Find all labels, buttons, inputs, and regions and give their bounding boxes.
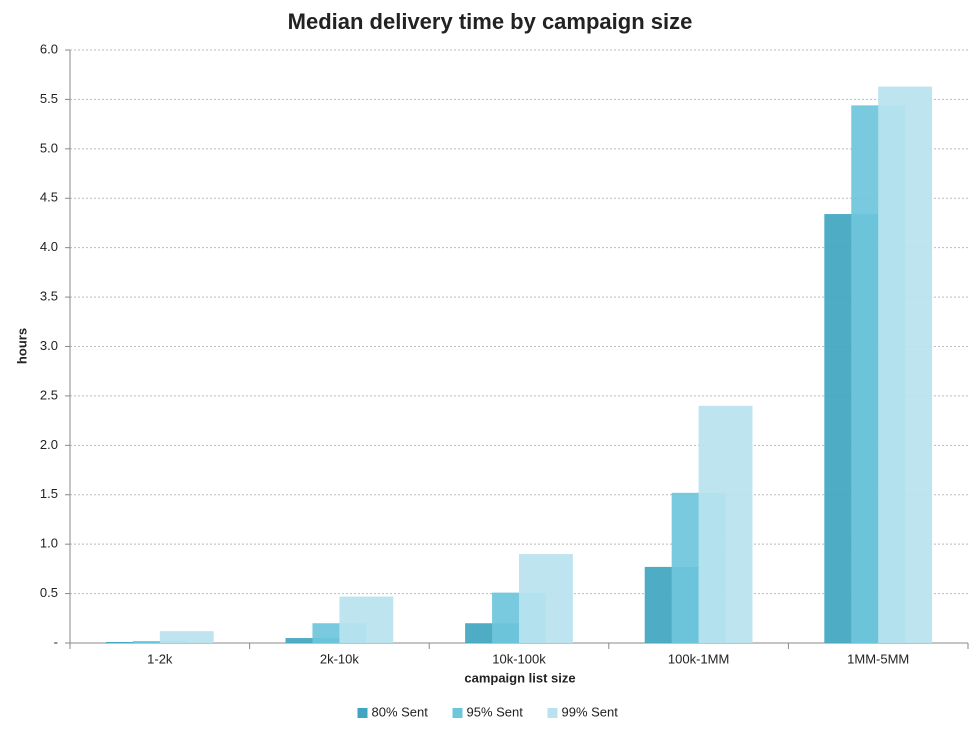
y-tick-label: 5.0 bbox=[40, 140, 58, 155]
y-tick-label: 3.0 bbox=[40, 338, 58, 353]
y-tick-label: 5.5 bbox=[40, 91, 58, 106]
legend-swatch bbox=[452, 708, 463, 718]
y-tick-label: 2.0 bbox=[40, 437, 58, 452]
y-tick-label: 0.5 bbox=[40, 585, 58, 600]
y-tick-label: 3.5 bbox=[40, 289, 58, 304]
x-tick-label: 10k-100k bbox=[492, 651, 546, 666]
bar bbox=[339, 596, 394, 643]
bar bbox=[159, 631, 214, 643]
legend-swatch bbox=[357, 708, 368, 718]
chart-title: Median delivery time by campaign size bbox=[288, 9, 693, 34]
legend-label: 99% Sent bbox=[562, 704, 619, 719]
y-tick-label: - bbox=[54, 634, 58, 649]
x-tick-label: 1MM-5MM bbox=[847, 651, 909, 666]
legend-label: 95% Sent bbox=[467, 704, 524, 719]
x-axis-label: campaign list size bbox=[464, 670, 575, 685]
x-tick-label: 2k-10k bbox=[320, 651, 360, 666]
bar bbox=[878, 86, 933, 643]
bar bbox=[519, 554, 573, 643]
bar bbox=[698, 405, 753, 643]
x-tick-label: 100k-1MM bbox=[668, 651, 729, 666]
y-axis-label: hours bbox=[14, 328, 29, 364]
legend-label: 80% Sent bbox=[372, 704, 429, 719]
legend-swatch bbox=[547, 708, 558, 718]
y-tick-label: 2.5 bbox=[40, 387, 58, 402]
y-tick-label: 6.0 bbox=[40, 41, 58, 56]
x-tick-label: 1-2k bbox=[147, 651, 173, 666]
y-tick-label: 4.5 bbox=[40, 190, 58, 205]
y-tick-label: 1.0 bbox=[40, 536, 58, 551]
y-tick-label: 4.0 bbox=[40, 239, 58, 254]
y-tick-label: 1.5 bbox=[40, 486, 58, 501]
